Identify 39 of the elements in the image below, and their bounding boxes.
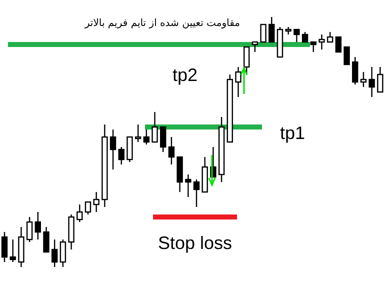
annotation: مقاومت تعیین شده از تایم فریم بالاتر: [84, 18, 240, 30]
ref-line-label: tp2: [172, 65, 198, 85]
candlestick: [51, 238, 58, 267]
candlestick: [1, 231, 8, 263]
candlestick: [152, 111, 158, 143]
candlestick: [302, 31, 308, 43]
candlestick: [260, 24, 266, 43]
candlestick: [352, 56, 358, 86]
candlestick: [10, 238, 16, 263]
candlestick: [326, 31, 334, 43]
candlestick: [143, 128, 150, 146]
ref-line-label: tp1: [280, 123, 306, 143]
candlestick: [252, 41, 258, 53]
candlestick: [93, 191, 100, 213]
candlestick: [134, 124, 142, 143]
candlestick: [193, 178, 200, 208]
candlestick: [168, 136, 175, 166]
ref-line-label: Stop loss: [158, 233, 232, 253]
candlestick: [318, 34, 325, 50]
candlestick: [310, 41, 316, 53]
candlestick: [60, 238, 66, 267]
candlestick: [126, 136, 133, 163]
candlestick: [110, 128, 116, 170]
candlestick: [26, 216, 33, 243]
candlestick: [118, 146, 124, 166]
candlestick: [294, 28, 300, 43]
candlestick: [34, 211, 41, 240]
candlestick: [185, 174, 192, 198]
candlestick: [243, 46, 250, 76]
candlestick: [360, 71, 367, 88]
candlestick: [76, 204, 83, 223]
candlestick: [268, 17, 275, 43]
candlestick: [84, 201, 92, 216]
candlestick: [344, 46, 350, 66]
candlestick: [43, 226, 50, 253]
candlestick: [335, 36, 342, 53]
candlestick: [160, 126, 166, 153]
candlestick: [235, 66, 242, 98]
candlestick: [368, 66, 375, 98]
